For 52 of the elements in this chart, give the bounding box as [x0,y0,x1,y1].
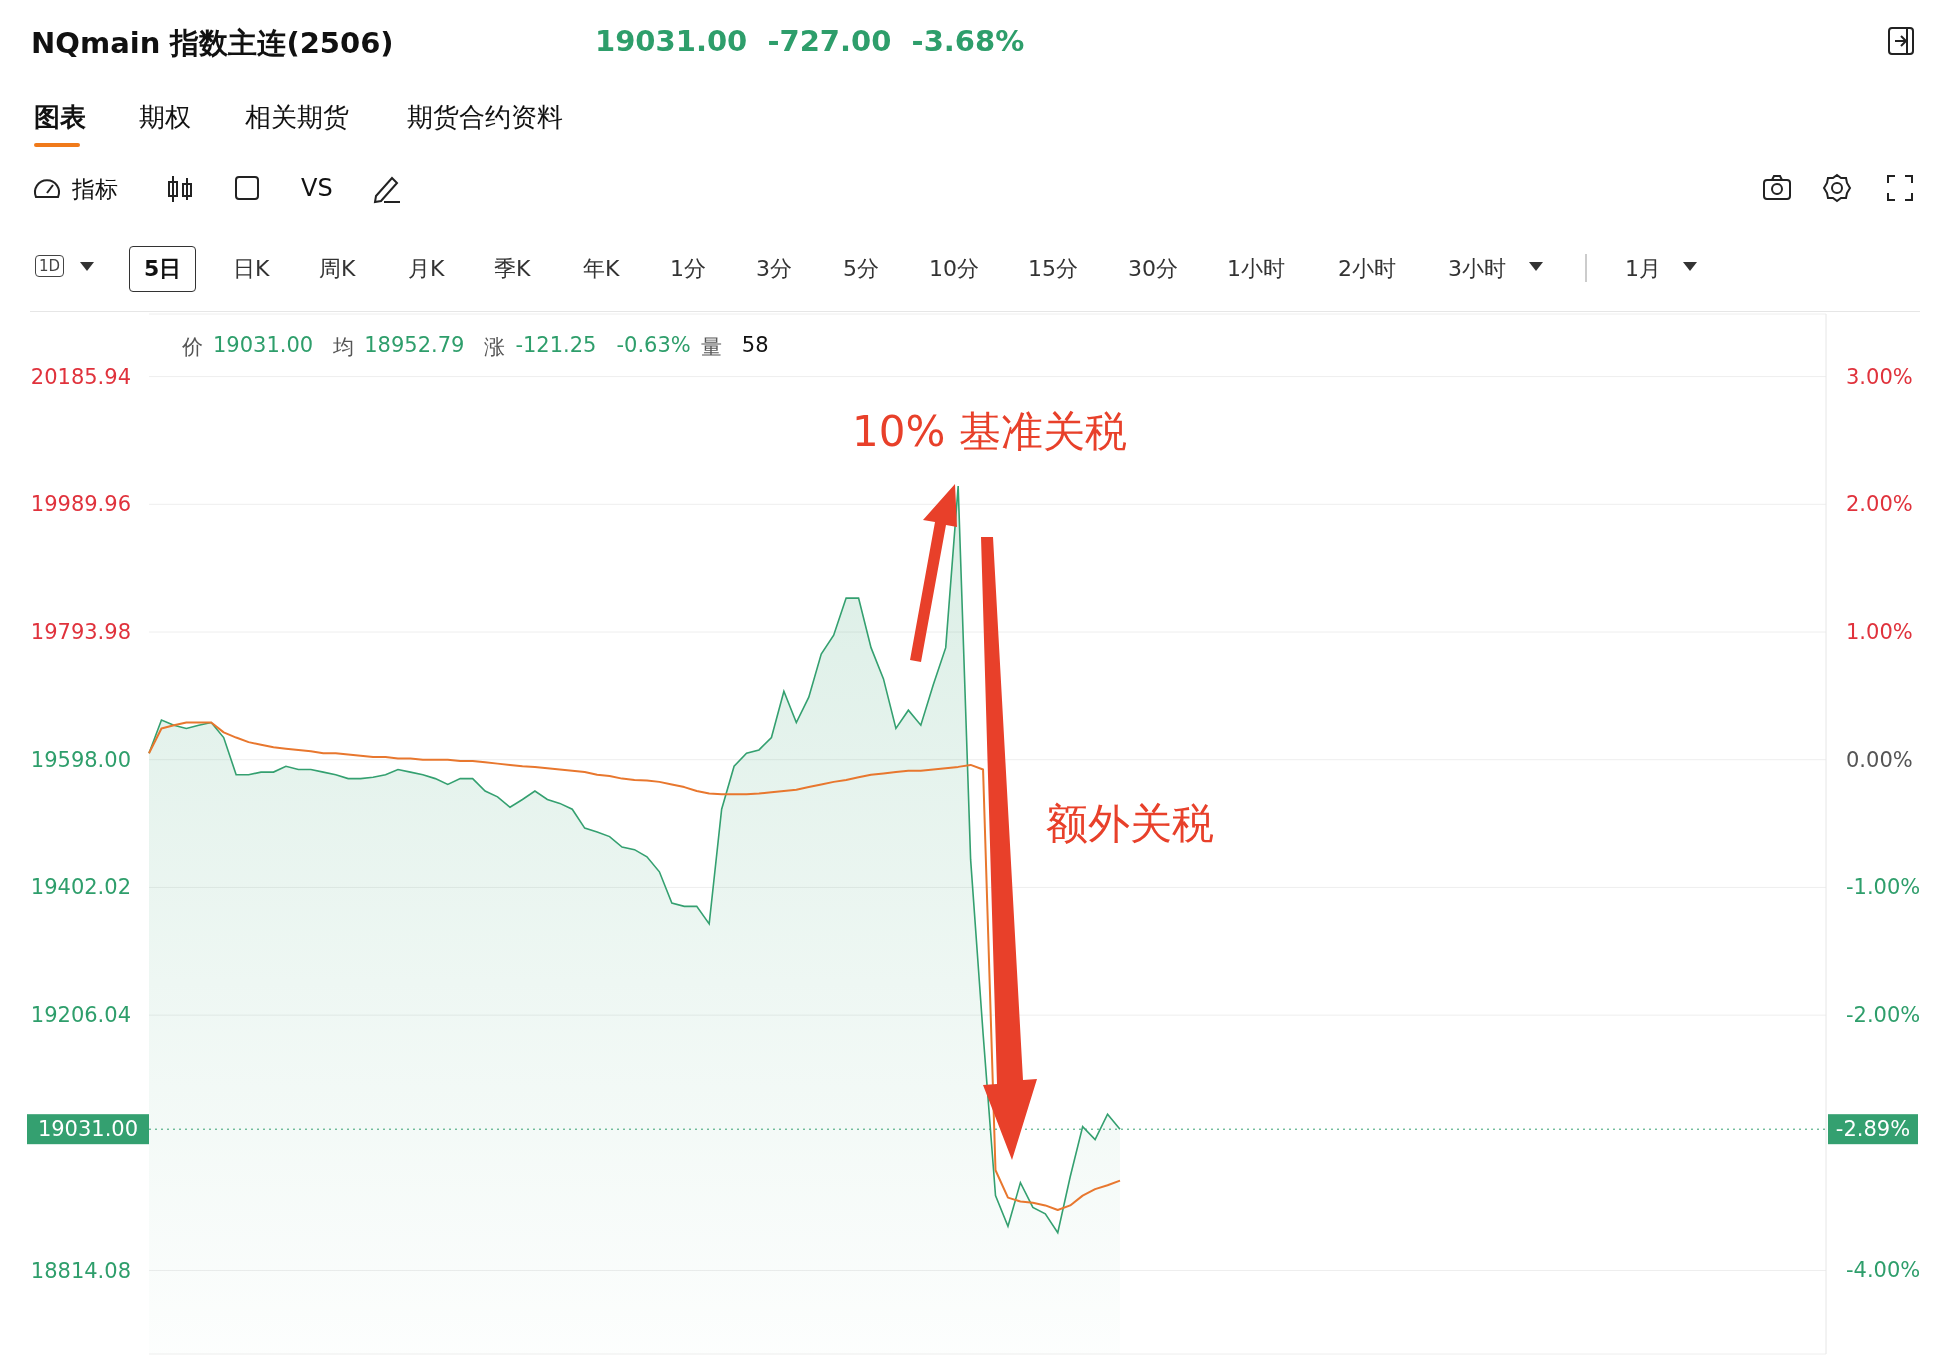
text: 1月 [1625,255,1661,283]
y2-tick-label: 1.00% [1846,619,1913,644]
y-tick-label: 19598.00 [30,747,131,772]
annotation: 18952.79 [364,333,465,359]
y2-tick-label: -1.00% [1846,875,1921,900]
text: 1小时 [1227,255,1285,283]
annotation: 19031.00 [213,333,314,359]
text: 10分 [929,255,979,283]
text: 季K [494,255,531,283]
text: 指标 [72,175,118,204]
annotation: 额外关税 [1046,798,1214,850]
annotation: 量 [700,334,722,361]
y-tick-label: 19402.02 [30,875,131,900]
annotation: -121.25 [515,333,597,359]
y2-tick-label: 2.00% [1846,492,1913,517]
text: 30分 [1128,255,1178,283]
annotation: 均 [333,334,355,361]
annotation: 58 [741,333,769,359]
text: 相关期货 [245,101,349,134]
text: 3分 [756,255,792,283]
text: 月K [408,255,445,283]
y2-tick-label: -4.00% [1846,1258,1921,1283]
annotation: -0.63% [616,333,691,359]
annotation: 价 [182,334,203,361]
text: 期货合约资料 [407,101,563,134]
chart-title: NQmain 指数主连(2506) [31,25,394,62]
annotation: 10% 基准关税 [852,406,1127,458]
text: 15分 [1028,255,1078,283]
ref-line-label: 19031.00 [37,1117,139,1142]
y-tick-label: 19793.98 [30,620,131,645]
text: 1D [35,255,65,277]
text: 3小时 [1448,255,1506,283]
text: 年K [583,255,620,283]
y-tick-label: 19206.04 [30,1003,131,1028]
y2-tick-label: 0.00% [1846,747,1913,772]
text: 2小时 [1338,255,1396,283]
y-tick-label: 20185.94 [30,364,131,389]
text: 周K [319,255,356,283]
y2-tick-label: 3.00% [1846,364,1913,389]
annotation: 涨 [484,334,506,361]
text: VS [301,174,333,202]
text: 5日 [129,246,197,292]
text: 5分 [843,255,879,283]
text: 日K [233,255,270,283]
text: 图表 [34,101,86,134]
y-tick-label: 19989.96 [30,492,131,517]
text: -2.89% [1835,1117,1911,1142]
y2-tick-label: -2.00% [1846,1003,1921,1028]
text: 期权 [139,101,191,134]
chart-subtitle: 19031.00 -727.00 -3.68% [595,24,1025,58]
y-tick-label: 18814.08 [30,1258,131,1283]
text: 1分 [670,255,706,283]
